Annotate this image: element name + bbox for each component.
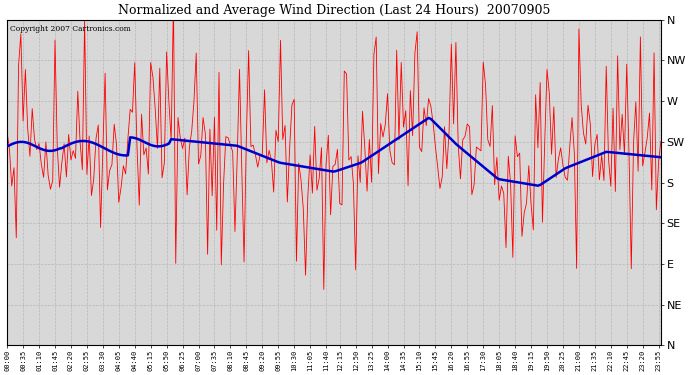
Text: Copyright 2007 Cartronics.com: Copyright 2007 Cartronics.com xyxy=(10,25,131,33)
Title: Normalized and Average Wind Direction (Last 24 Hours)  20070905: Normalized and Average Wind Direction (L… xyxy=(118,4,550,17)
